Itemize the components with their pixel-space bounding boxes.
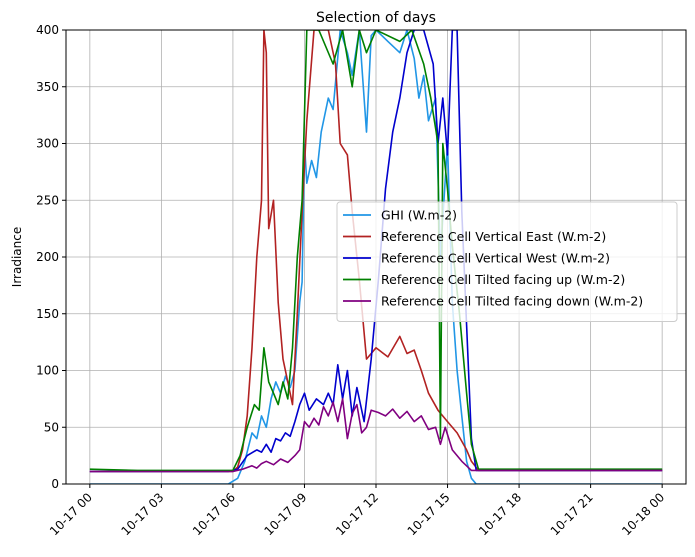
x-tick-label: 10-17 03 xyxy=(118,490,166,538)
legend-label: GHI (W.m-2) xyxy=(381,208,457,223)
y-tick-label: 400 xyxy=(36,23,59,37)
y-tick-label: 200 xyxy=(36,250,59,264)
x-tick-label: 10-17 15 xyxy=(405,490,453,538)
x-axis-ticks: 10-17 00 10-17 03 10-17 06 10-17 09 10-17 12… xyxy=(47,484,667,538)
legend-label: Reference Cell Tilted facing up (W.m-2) xyxy=(381,272,625,287)
y-tick-label: 100 xyxy=(36,364,59,378)
series-line-3 xyxy=(89,30,663,473)
x-tick-label: 10-17 06 xyxy=(190,490,238,538)
series-line-4 xyxy=(89,30,663,472)
x-tick-label: 10-17 21 xyxy=(548,490,596,538)
x-tick-label: 10-17 09 xyxy=(262,490,310,538)
series-line-2 xyxy=(89,30,663,473)
y-tick-label: 300 xyxy=(36,137,59,151)
chart-title: Selection of days xyxy=(316,10,436,26)
y-tick-label: 250 xyxy=(36,193,59,207)
y-axis-label: Irradiance xyxy=(10,227,24,287)
y-axis-ticks: 0 50 100 150 200 250 300 350 400 xyxy=(36,23,66,491)
plot-frame xyxy=(65,29,687,485)
legend-label: Reference Cell Vertical East (W.m-2) xyxy=(381,229,606,244)
x-tick-label: 10-17 00 xyxy=(47,490,95,538)
legend: GHI (W.m-2) Reference Cell Vertical East … xyxy=(336,201,678,322)
series-line-5 xyxy=(89,398,663,473)
legend-box xyxy=(336,201,678,322)
y-tick-label: 350 xyxy=(36,80,59,94)
y-tick-label: 150 xyxy=(36,307,59,321)
x-tick-label: 10-17 18 xyxy=(476,490,524,538)
x-tick-label: 10-17 12 xyxy=(333,490,381,538)
x-tick-label: 10-18 00 xyxy=(619,490,667,538)
legend-label: Reference Cell Tilted facing down (W.m-2… xyxy=(381,294,643,309)
y-tick-label: 0 xyxy=(51,477,59,491)
y-tick-label: 50 xyxy=(44,420,59,434)
legend-label: Reference Cell Vertical West (W.m-2) xyxy=(381,251,610,266)
